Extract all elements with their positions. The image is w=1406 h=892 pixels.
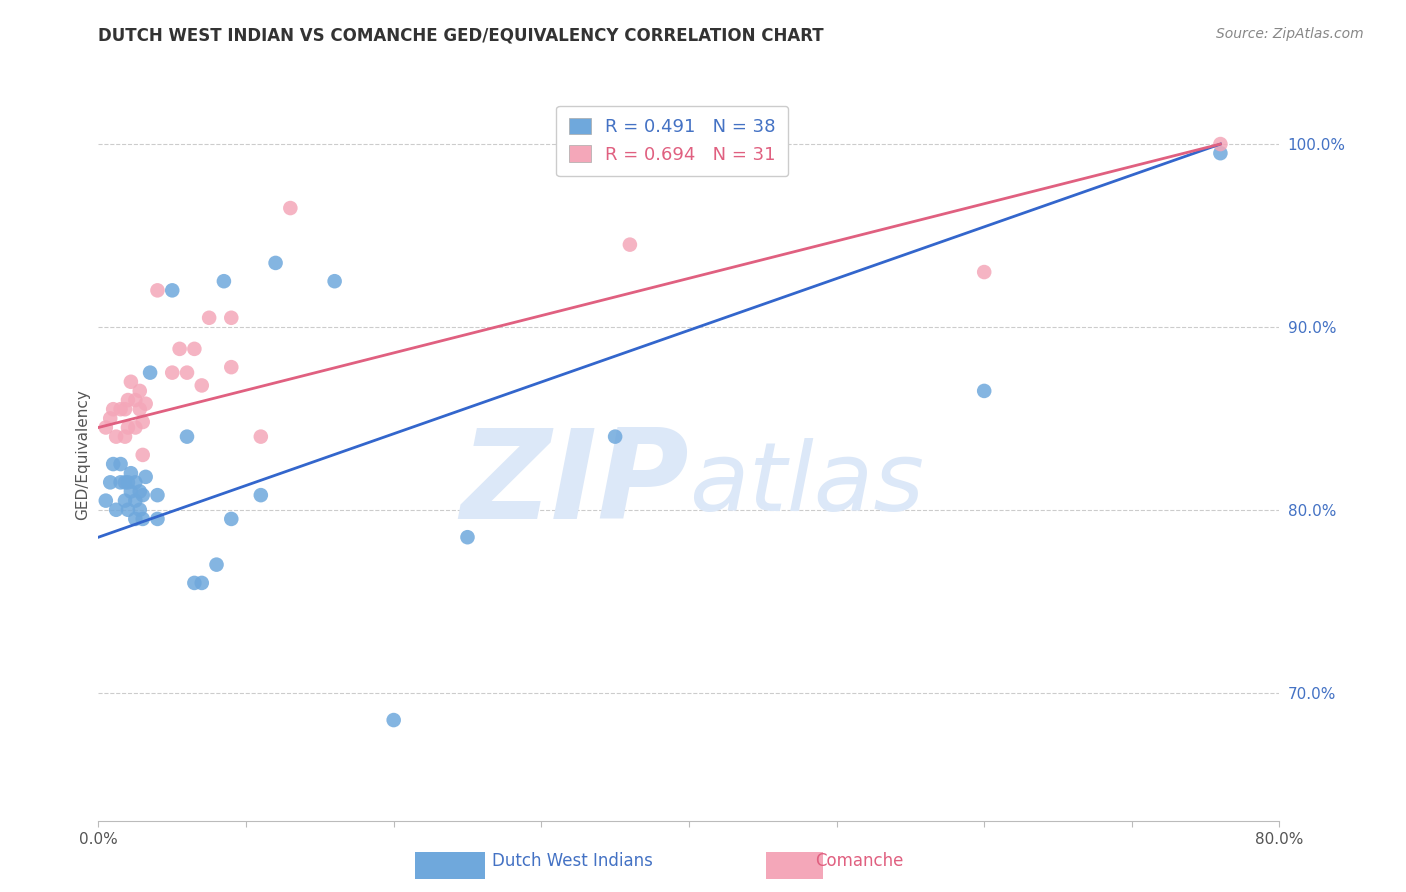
Point — [132, 415, 155, 429]
Point — [128, 484, 150, 499]
Point — [139, 366, 162, 380]
Point — [183, 342, 205, 356]
Point — [146, 512, 169, 526]
Point — [114, 430, 136, 444]
Text: Comanche: Comanche — [815, 852, 904, 870]
Text: ZIP: ZIP — [460, 424, 689, 545]
Point — [128, 384, 150, 398]
Point — [323, 274, 346, 288]
Point — [114, 402, 136, 417]
Point — [103, 402, 125, 417]
Point — [132, 488, 155, 502]
Text: Source: ZipAtlas.com: Source: ZipAtlas.com — [1216, 27, 1364, 41]
Text: DUTCH WEST INDIAN VS COMANCHE GED/EQUIVALENCY CORRELATION CHART: DUTCH WEST INDIAN VS COMANCHE GED/EQUIVA… — [98, 27, 824, 45]
Point — [973, 384, 995, 398]
Point — [117, 420, 139, 434]
Point — [1209, 136, 1232, 151]
Point — [124, 475, 146, 490]
Point — [94, 420, 117, 434]
Point — [98, 475, 121, 490]
Point — [98, 411, 121, 425]
Point — [94, 493, 117, 508]
Point — [605, 430, 627, 444]
Point — [103, 457, 125, 471]
Text: Dutch West Indians: Dutch West Indians — [492, 852, 652, 870]
Point — [110, 457, 132, 471]
Point — [110, 475, 132, 490]
Point — [212, 274, 235, 288]
Point — [191, 576, 214, 591]
Point — [219, 310, 242, 325]
Point — [183, 576, 205, 591]
Point — [105, 430, 128, 444]
Point — [124, 512, 146, 526]
Point — [117, 475, 139, 490]
Point — [198, 310, 221, 325]
Point — [120, 484, 142, 499]
Point — [382, 713, 405, 727]
Point — [117, 502, 139, 516]
Point — [110, 402, 132, 417]
Point — [250, 488, 273, 502]
Point — [176, 366, 198, 380]
Point — [132, 448, 155, 462]
Point — [619, 237, 641, 252]
Y-axis label: GED/Equivalency: GED/Equivalency — [75, 390, 90, 520]
Point — [135, 397, 157, 411]
Point — [264, 256, 287, 270]
Point — [191, 378, 214, 392]
Point — [124, 493, 146, 508]
Point — [120, 467, 142, 481]
Point — [128, 502, 150, 516]
Point — [456, 530, 478, 544]
Point — [114, 475, 136, 490]
Point — [1209, 146, 1232, 161]
Point — [205, 558, 228, 572]
Point — [219, 360, 242, 375]
Text: atlas: atlas — [689, 438, 924, 531]
Point — [135, 470, 157, 484]
Point — [250, 430, 273, 444]
Point — [162, 366, 183, 380]
Point — [278, 201, 302, 215]
Point — [973, 265, 995, 279]
Point — [114, 493, 136, 508]
Point — [128, 402, 150, 417]
Point — [162, 284, 183, 298]
Point — [105, 502, 128, 516]
Point — [219, 512, 242, 526]
Point — [124, 420, 146, 434]
Point — [117, 392, 139, 407]
Legend: R = 0.491   N = 38, R = 0.694   N = 31: R = 0.491 N = 38, R = 0.694 N = 31 — [557, 105, 789, 177]
Point — [176, 430, 198, 444]
Point — [132, 512, 155, 526]
Point — [120, 375, 142, 389]
Point — [169, 342, 191, 356]
Point — [124, 392, 146, 407]
Point — [146, 488, 169, 502]
Point — [146, 284, 169, 298]
